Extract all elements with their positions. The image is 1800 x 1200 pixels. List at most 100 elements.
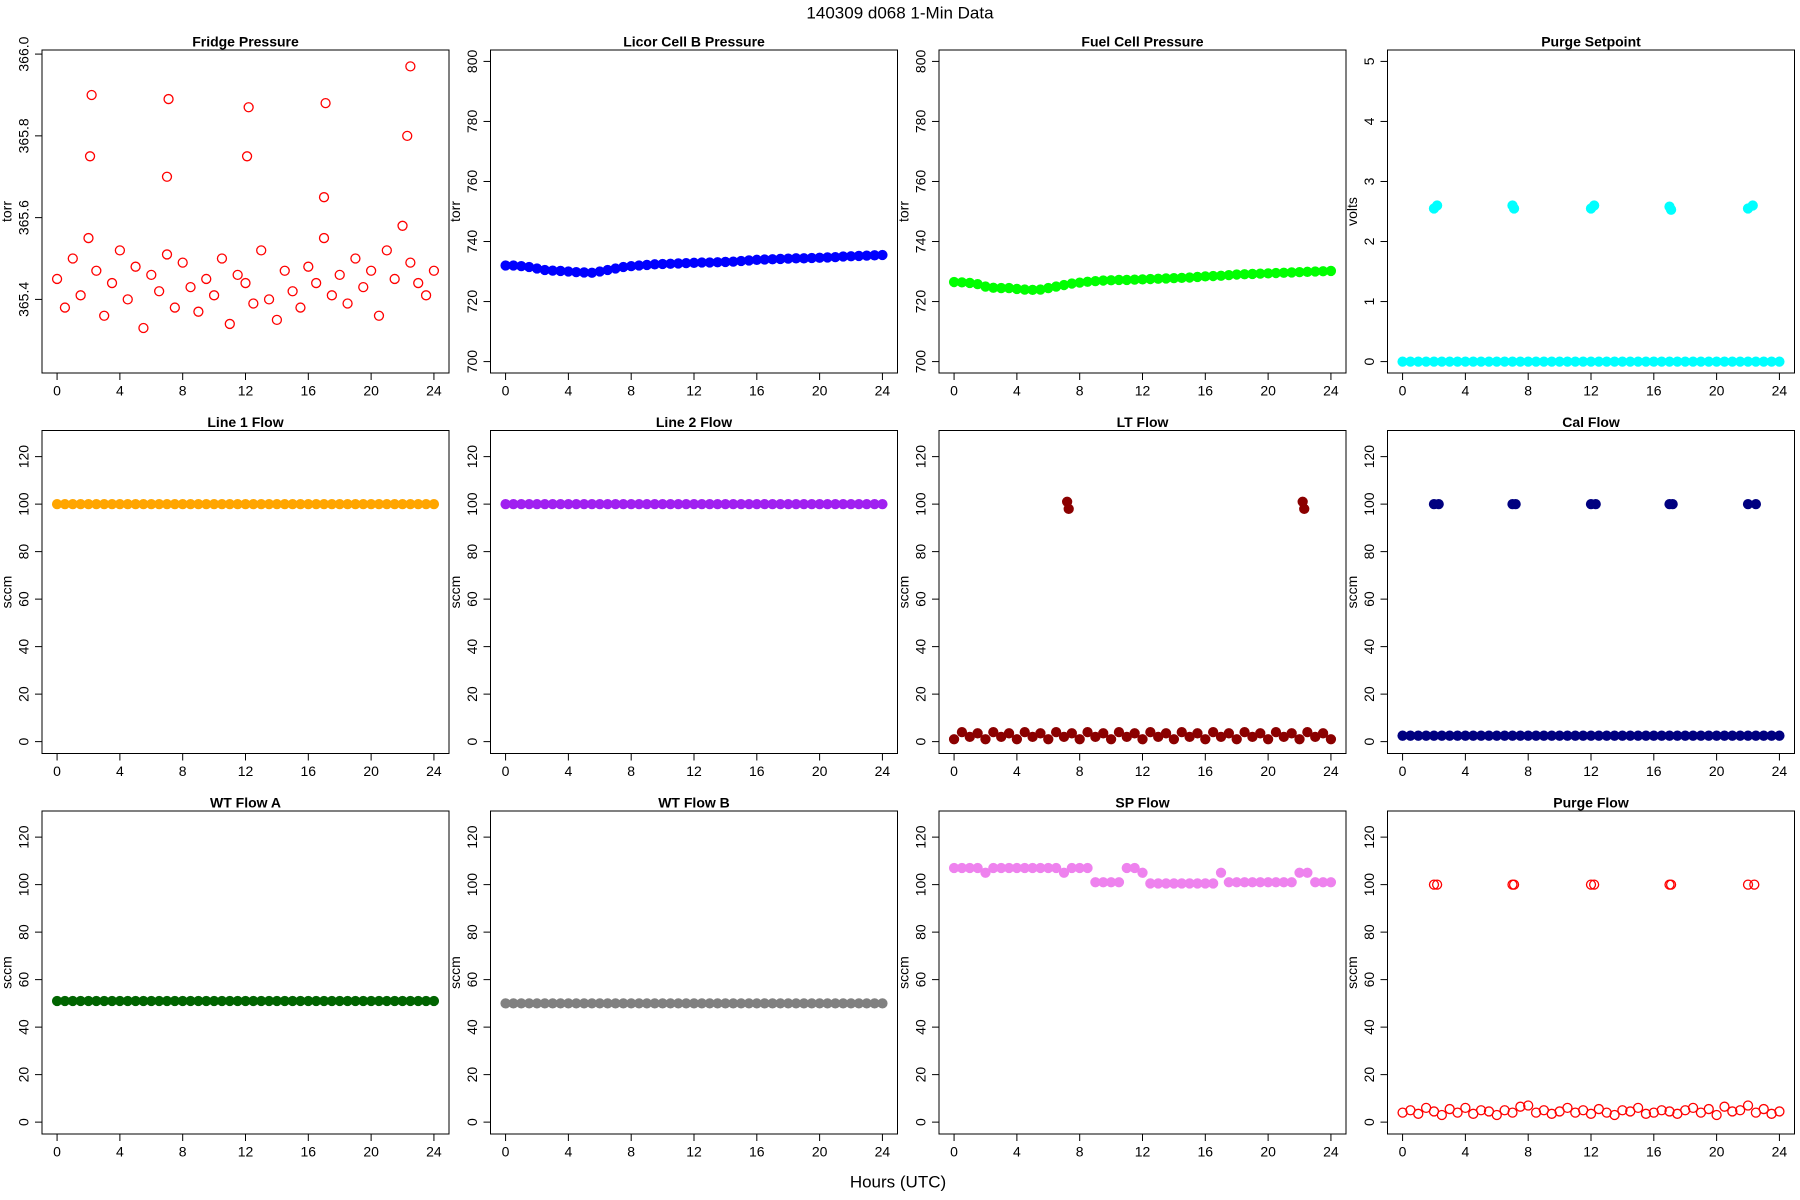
y-tick-label: 100 (1361, 492, 1377, 516)
y-tick-label: 20 (16, 686, 32, 702)
point (1735, 1105, 1746, 1116)
point (318, 232, 330, 244)
y-tick-label: 720 (464, 290, 480, 314)
point (405, 257, 416, 268)
point (193, 306, 204, 317)
point (1428, 879, 1440, 890)
y-tick-label: 100 (464, 873, 480, 897)
point (1082, 862, 1093, 874)
point (248, 298, 259, 309)
point (1137, 734, 1148, 745)
y-tick-label: 1 (1361, 297, 1377, 305)
point (1523, 1100, 1534, 1111)
point (240, 277, 251, 289)
y-tick-label: 80 (1361, 544, 1377, 560)
x-tick-label: 4 (116, 763, 124, 779)
x-tick-label: 24 (875, 383, 891, 399)
point (1562, 1102, 1573, 1114)
point (1317, 728, 1329, 739)
point (122, 294, 133, 305)
y-tick-label: 20 (464, 1067, 480, 1083)
point (428, 265, 440, 276)
y-tick-label: 40 (1361, 1019, 1377, 1035)
y-tick-label: 780 (464, 110, 480, 134)
y-tick-label: 120 (464, 445, 480, 469)
point (75, 290, 86, 301)
y-axis-label: torr (447, 201, 463, 222)
panel-title: Line 1 Flow (207, 414, 283, 430)
x-tick-label: 8 (1076, 1144, 1084, 1160)
point (1129, 728, 1140, 739)
y-tick-label: 5 (1361, 57, 1377, 65)
point (948, 734, 960, 745)
y-axis-label: sccm (447, 956, 463, 989)
x-tick-label: 24 (875, 1144, 891, 1160)
point (114, 245, 126, 256)
x-tick-label: 4 (116, 383, 124, 399)
point (1475, 1105, 1487, 1116)
y-tick-label: 0 (1361, 738, 1377, 746)
y-tick-label: 80 (913, 544, 929, 560)
panel-title: WT Flow B (658, 795, 730, 811)
y-tick-label: 60 (16, 972, 32, 988)
y-tick-label: 60 (1361, 972, 1377, 988)
x-tick-label: 12 (238, 763, 254, 779)
x-tick-label: 20 (1260, 383, 1276, 399)
y-tick-label: 60 (16, 591, 32, 607)
point (1742, 1100, 1754, 1111)
y-tick-label: 100 (913, 492, 929, 516)
point (1774, 1106, 1785, 1117)
point (1758, 1103, 1769, 1115)
x-tick-label: 20 (363, 763, 379, 779)
plot-frame (490, 49, 898, 374)
x-tick-label: 20 (1709, 763, 1725, 779)
point (428, 498, 440, 510)
x-tick-label: 12 (1135, 383, 1151, 399)
plot-frame (1387, 430, 1795, 754)
point (1192, 728, 1203, 739)
y-tick-label: 60 (464, 972, 480, 988)
point (130, 261, 141, 272)
point (163, 93, 174, 105)
point (106, 277, 118, 289)
x-tick-label: 16 (1198, 1144, 1214, 1160)
panel-title: Fuel Cell Pressure (1081, 34, 1203, 50)
x-tick-label: 0 (950, 383, 958, 399)
y-tick-label: 120 (913, 825, 929, 849)
point (1640, 1108, 1652, 1119)
point (59, 302, 71, 313)
point (405, 61, 416, 72)
x-tick-label: 8 (627, 383, 635, 399)
point (243, 102, 254, 113)
point (1431, 879, 1443, 890)
y-tick-label: 120 (913, 445, 929, 469)
point (51, 273, 63, 285)
x-tick-label: 0 (502, 763, 510, 779)
point (271, 314, 283, 325)
point (1656, 1105, 1667, 1116)
x-tick-label: 24 (1323, 383, 1339, 399)
x-tick-label: 4 (1013, 1144, 1021, 1160)
point (1774, 356, 1785, 367)
y-tick-label: 0 (913, 1118, 929, 1126)
point (1066, 728, 1077, 739)
x-tick-label: 20 (1260, 1144, 1276, 1160)
x-tick-label: 0 (950, 763, 958, 779)
point (350, 253, 361, 264)
point (1098, 728, 1109, 739)
x-tick-label: 8 (179, 1144, 187, 1160)
point (1515, 1101, 1526, 1112)
point (1460, 1102, 1471, 1114)
point (1491, 1109, 1502, 1121)
point (1255, 728, 1266, 739)
point (1223, 728, 1235, 739)
x-tick-label: 8 (1524, 1144, 1532, 1160)
x-tick-label: 16 (749, 763, 765, 779)
y-axis-label: sccm (0, 576, 15, 609)
x-tick-label: 0 (1399, 1144, 1407, 1160)
x-axis-label: Hours (UTC) (850, 1172, 946, 1191)
x-tick-label: 24 (426, 763, 442, 779)
y-tick-label: 700 (464, 350, 480, 374)
y-tick-label: 40 (16, 1019, 32, 1035)
point (1431, 200, 1443, 211)
